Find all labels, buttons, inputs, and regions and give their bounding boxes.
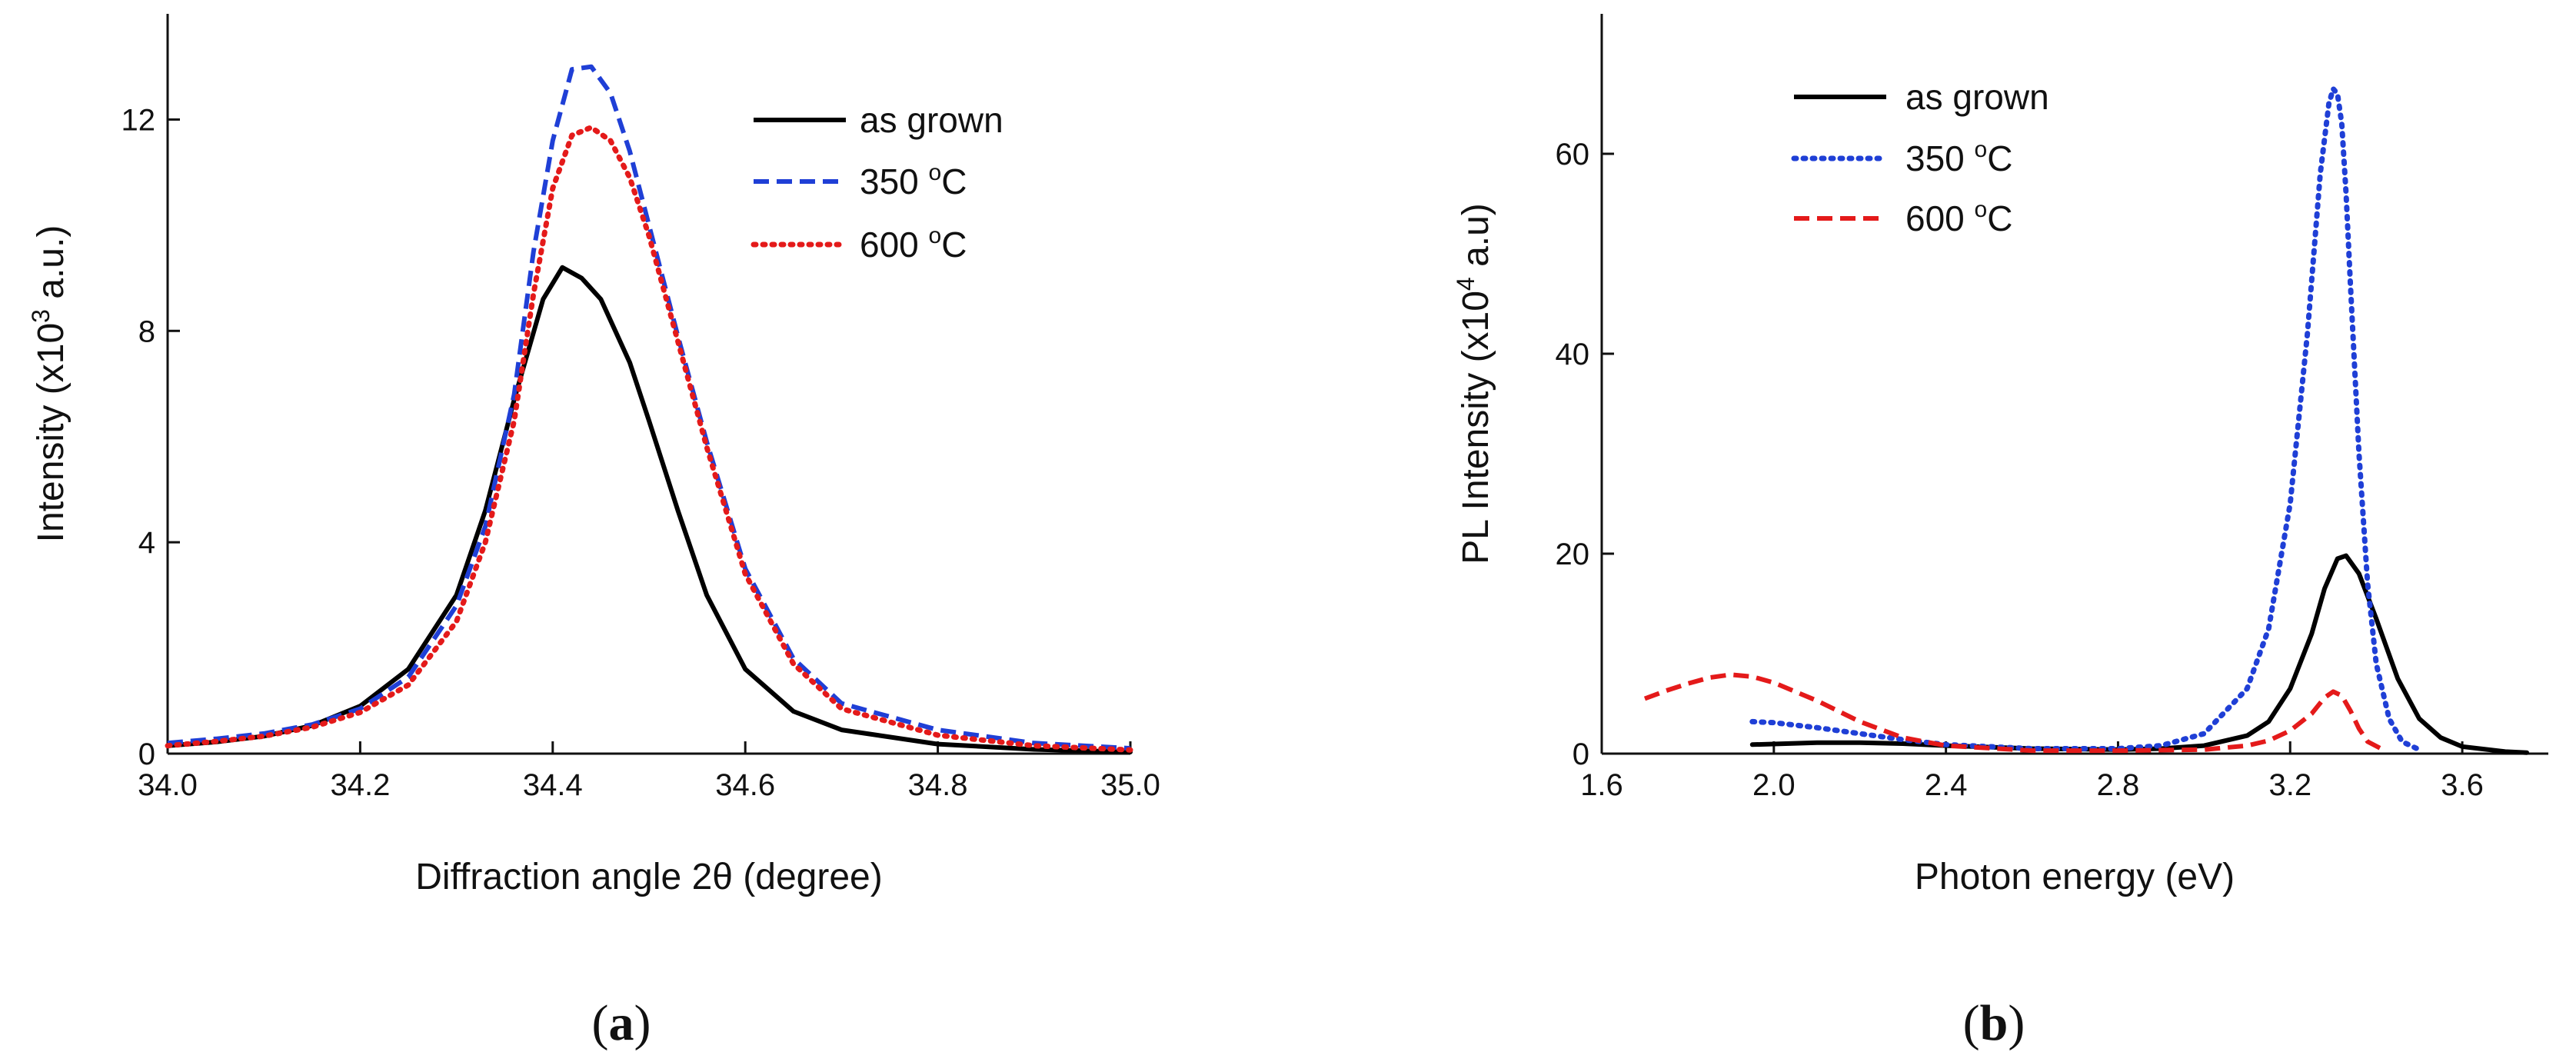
panel-a-legend-label-0: as grown (860, 100, 1003, 140)
panel-a-y-axis-title: Intensity (x103 a.u.) (27, 225, 72, 543)
panel-b: 1.6 2.0 2.4 2.8 3.2 3.6 0 20 40 60 Photon energy… (1452, 14, 2548, 1051)
panel-b-y-tick-label-0: 0 (1573, 737, 1589, 771)
panel-b-x-ticks: 1.6 2.0 2.4 2.8 3.2 3.6 (1580, 741, 2484, 802)
panel-b-y-ticks: 0 20 40 60 (1556, 138, 1614, 771)
panel-a-series-line-2 (165, 125, 1133, 753)
panel-a-x-tick-label-3: 34.6 (715, 768, 775, 802)
panel-b-x-tick-label-5: 3.6 (2441, 768, 2484, 802)
panel-b-y-axis-title-main: PL Intensity (x10 (1456, 291, 1496, 564)
panel-b-legend-label-0: as grown (1905, 77, 2049, 117)
panel-b-legend-entry-1: 350 oC (1791, 137, 2012, 178)
panel-a-series (165, 64, 1133, 754)
panel-a-x-tick-label-4: 34.8 (908, 768, 968, 802)
panel-b-x-tick-label-0: 1.6 (1580, 768, 1623, 802)
panel-a-series-line-1 (167, 64, 1131, 751)
panel-a-x-tick-label-0: 34.0 (138, 768, 198, 802)
panel-a-x-tick-label-2: 34.4 (523, 768, 583, 802)
panel-b-legend-entry-2: 600 oC (1794, 197, 2012, 238)
panel-b-legend-label-2: 600 oC (1905, 197, 2012, 238)
panel-a-legend-label-2: 600 oC (860, 223, 967, 265)
panel-a-y-tick-label-0: 0 (138, 737, 155, 771)
panel-b-y-tick-label-2: 40 (1556, 338, 1590, 371)
panel-a-label: (a) (592, 995, 651, 1051)
panel-b-y-axis-title: PL Intensity (x104 a.u) (1452, 203, 1496, 564)
panel-b-legend-label-1: 350 oC (1905, 137, 2012, 178)
panel-a-axes (166, 14, 1130, 755)
panel-b-series-line-2 (1643, 672, 2386, 754)
panel-a-y-axis-title-tail: a.u.) (31, 225, 72, 309)
panel-a-legend-entry-0: as grown (754, 100, 1003, 140)
panel-b-y-tick-label-1: 20 (1556, 538, 1590, 571)
panel-b-series-line-1 (1749, 86, 2422, 753)
panel-a-y-axis-title-sup: 3 (27, 309, 55, 323)
panel-b-legend-entry-0: as grown (1794, 77, 2049, 117)
panel-a-x-tick-label-5: 35.0 (1100, 768, 1160, 802)
panel-b-x-tick-label-3: 2.8 (2097, 768, 2140, 802)
panel-a-y-tick-label-3: 12 (121, 103, 156, 137)
panel-a-x-ticks: 34.0 34.2 34.4 34.6 34.8 35.0 (138, 741, 1160, 802)
panel-a-legend-entry-1: 350 oC (754, 160, 967, 201)
panel-a-y-tick-label-2: 8 (138, 315, 155, 348)
panel-a-legend: as grown 350 oC 600 oC (751, 100, 1003, 265)
panel-b-x-tick-label-1: 2.0 (1752, 768, 1796, 802)
panel-a-legend-entry-2: 600 oC (751, 223, 967, 265)
panel-a-series-line-0 (165, 265, 1133, 754)
panel-a-legend-label-1: 350 oC (860, 160, 967, 201)
panel-b-x-tick-label-2: 2.4 (1925, 768, 1968, 802)
panel-a-y-tick-label-1: 4 (138, 526, 155, 560)
panel-a-y-axis-title-main: Intensity (x10 (31, 323, 72, 542)
panel-b-series (1643, 86, 2529, 755)
panel-a-y-ticks: 0 4 8 12 (121, 103, 180, 771)
panel-b-legend: as grown 350 oC 600 oC (1791, 77, 2049, 238)
panel-a: 34.0 34.2 34.4 34.6 34.8 35.0 0 4 8 12 Diffracti… (27, 14, 1160, 1051)
panel-b-y-axis-title-tail: a.u) (1456, 203, 1496, 277)
panel-a-x-axis-title: Diffraction angle 2θ (degree) (415, 857, 882, 897)
panel-a-x-tick-label-1: 34.2 (330, 768, 390, 802)
panel-b-axes (1600, 14, 2548, 755)
panel-b-y-axis-title-sup: 4 (1452, 277, 1479, 291)
panel-b-x-tick-label-4: 3.2 (2268, 768, 2311, 802)
panel-b-y-tick-label-3: 60 (1556, 138, 1590, 171)
panel-b-label: (b) (1963, 995, 2025, 1051)
panel-b-x-axis-title: Photon energy (eV) (1915, 857, 2235, 897)
